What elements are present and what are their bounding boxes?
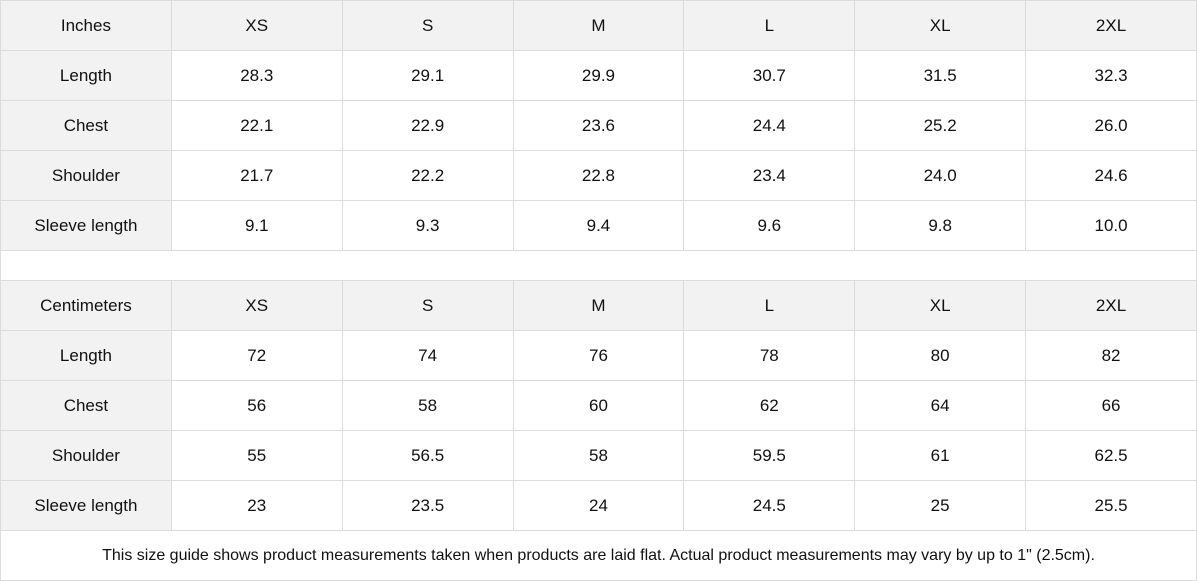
measurement-value: 24.4	[683, 100, 856, 151]
size-header: M	[512, 280, 685, 331]
measurement-value: 9.1	[170, 200, 343, 251]
size-header: XL	[854, 280, 1027, 331]
measurement-value: 31.5	[854, 50, 1027, 101]
header-row: Inches XS S M L XL 2XL	[0, 0, 1197, 51]
measurement-label: Length	[0, 50, 172, 101]
measurement-value: 9.6	[683, 200, 856, 251]
measurement-value: 76	[512, 330, 685, 381]
unit-header: Inches	[0, 0, 172, 51]
size-header: XS	[170, 280, 343, 331]
measurement-value: 29.9	[512, 50, 685, 101]
measurement-value: 58	[341, 380, 514, 431]
measurement-value: 24	[512, 480, 685, 531]
measurement-value: 55	[170, 430, 343, 481]
measurement-value: 62	[683, 380, 856, 431]
table-row: Chest 56 58 60 62 64 66	[0, 380, 1197, 431]
size-header: L	[683, 0, 856, 51]
measurement-value: 25.2	[854, 100, 1027, 151]
measurement-value: 82	[1025, 330, 1197, 381]
measurement-value: 9.4	[512, 200, 685, 251]
measurement-label: Shoulder	[0, 430, 172, 481]
spacer-cell	[0, 250, 1197, 281]
table-row: Length 28.3 29.1 29.9 30.7 31.5 32.3	[0, 50, 1197, 101]
measurement-value: 23	[170, 480, 343, 531]
measurement-value: 23.4	[683, 150, 856, 201]
measurement-value: 66	[1025, 380, 1197, 431]
measurement-value: 72	[170, 330, 343, 381]
table-row: Chest 22.1 22.9 23.6 24.4 25.2 26.0	[0, 100, 1197, 151]
measurement-value: 60	[512, 380, 685, 431]
measurement-value: 24.0	[854, 150, 1027, 201]
footnote-row: This size guide shows product measuremen…	[0, 530, 1197, 581]
measurement-value: 22.8	[512, 150, 685, 201]
unit-header: Centimeters	[0, 280, 172, 331]
measurement-value: 74	[341, 330, 514, 381]
table-row: Shoulder 21.7 22.2 22.8 23.4 24.0 24.6	[0, 150, 1197, 201]
measurement-value: 80	[854, 330, 1027, 381]
measurement-value: 78	[683, 330, 856, 381]
measurement-value: 23.5	[341, 480, 514, 531]
measurement-value: 56	[170, 380, 343, 431]
measurement-value: 32.3	[1025, 50, 1197, 101]
size-header: S	[341, 280, 514, 331]
measurement-value: 24.5	[683, 480, 856, 531]
measurement-value: 10.0	[1025, 200, 1197, 251]
measurement-value: 62.5	[1025, 430, 1197, 481]
measurement-label: Shoulder	[0, 150, 172, 201]
size-header: L	[683, 280, 856, 331]
measurement-value: 29.1	[341, 50, 514, 101]
measurement-value: 24.6	[1025, 150, 1197, 201]
footnote: This size guide shows product measuremen…	[0, 530, 1197, 581]
measurement-label: Sleeve length	[0, 200, 172, 251]
measurement-value: 59.5	[683, 430, 856, 481]
measurement-value: 22.9	[341, 100, 514, 151]
table-row: Sleeve length 23 23.5 24 24.5 25 25.5	[0, 480, 1197, 531]
size-header: 2XL	[1025, 0, 1197, 51]
measurement-value: 61	[854, 430, 1027, 481]
size-header: XS	[170, 0, 343, 51]
measurement-value: 25.5	[1025, 480, 1197, 531]
measurement-value: 56.5	[341, 430, 514, 481]
measurement-label: Length	[0, 330, 172, 381]
measurement-value: 22.2	[341, 150, 514, 201]
measurement-label: Sleeve length	[0, 480, 172, 531]
measurement-value: 64	[854, 380, 1027, 431]
size-header: M	[512, 0, 685, 51]
measurement-value: 9.3	[341, 200, 514, 251]
size-header: XL	[854, 0, 1027, 51]
measurement-value: 28.3	[170, 50, 343, 101]
measurement-value: 22.1	[170, 100, 343, 151]
table-row: Sleeve length 9.1 9.3 9.4 9.6 9.8 10.0	[0, 200, 1197, 251]
spacer-row	[0, 250, 1197, 281]
measurement-value: 25	[854, 480, 1027, 531]
measurement-label: Chest	[0, 100, 172, 151]
header-row: Centimeters XS S M L XL 2XL	[0, 280, 1197, 331]
table-row: Shoulder 55 56.5 58 59.5 61 62.5	[0, 430, 1197, 481]
measurement-value: 58	[512, 430, 685, 481]
measurement-value: 9.8	[854, 200, 1027, 251]
size-header: S	[341, 0, 514, 51]
measurement-value: 21.7	[170, 150, 343, 201]
measurement-label: Chest	[0, 380, 172, 431]
measurement-value: 23.6	[512, 100, 685, 151]
measurement-value: 26.0	[1025, 100, 1197, 151]
measurement-value: 30.7	[683, 50, 856, 101]
size-header: 2XL	[1025, 280, 1197, 331]
table-row: Length 72 74 76 78 80 82	[0, 330, 1197, 381]
